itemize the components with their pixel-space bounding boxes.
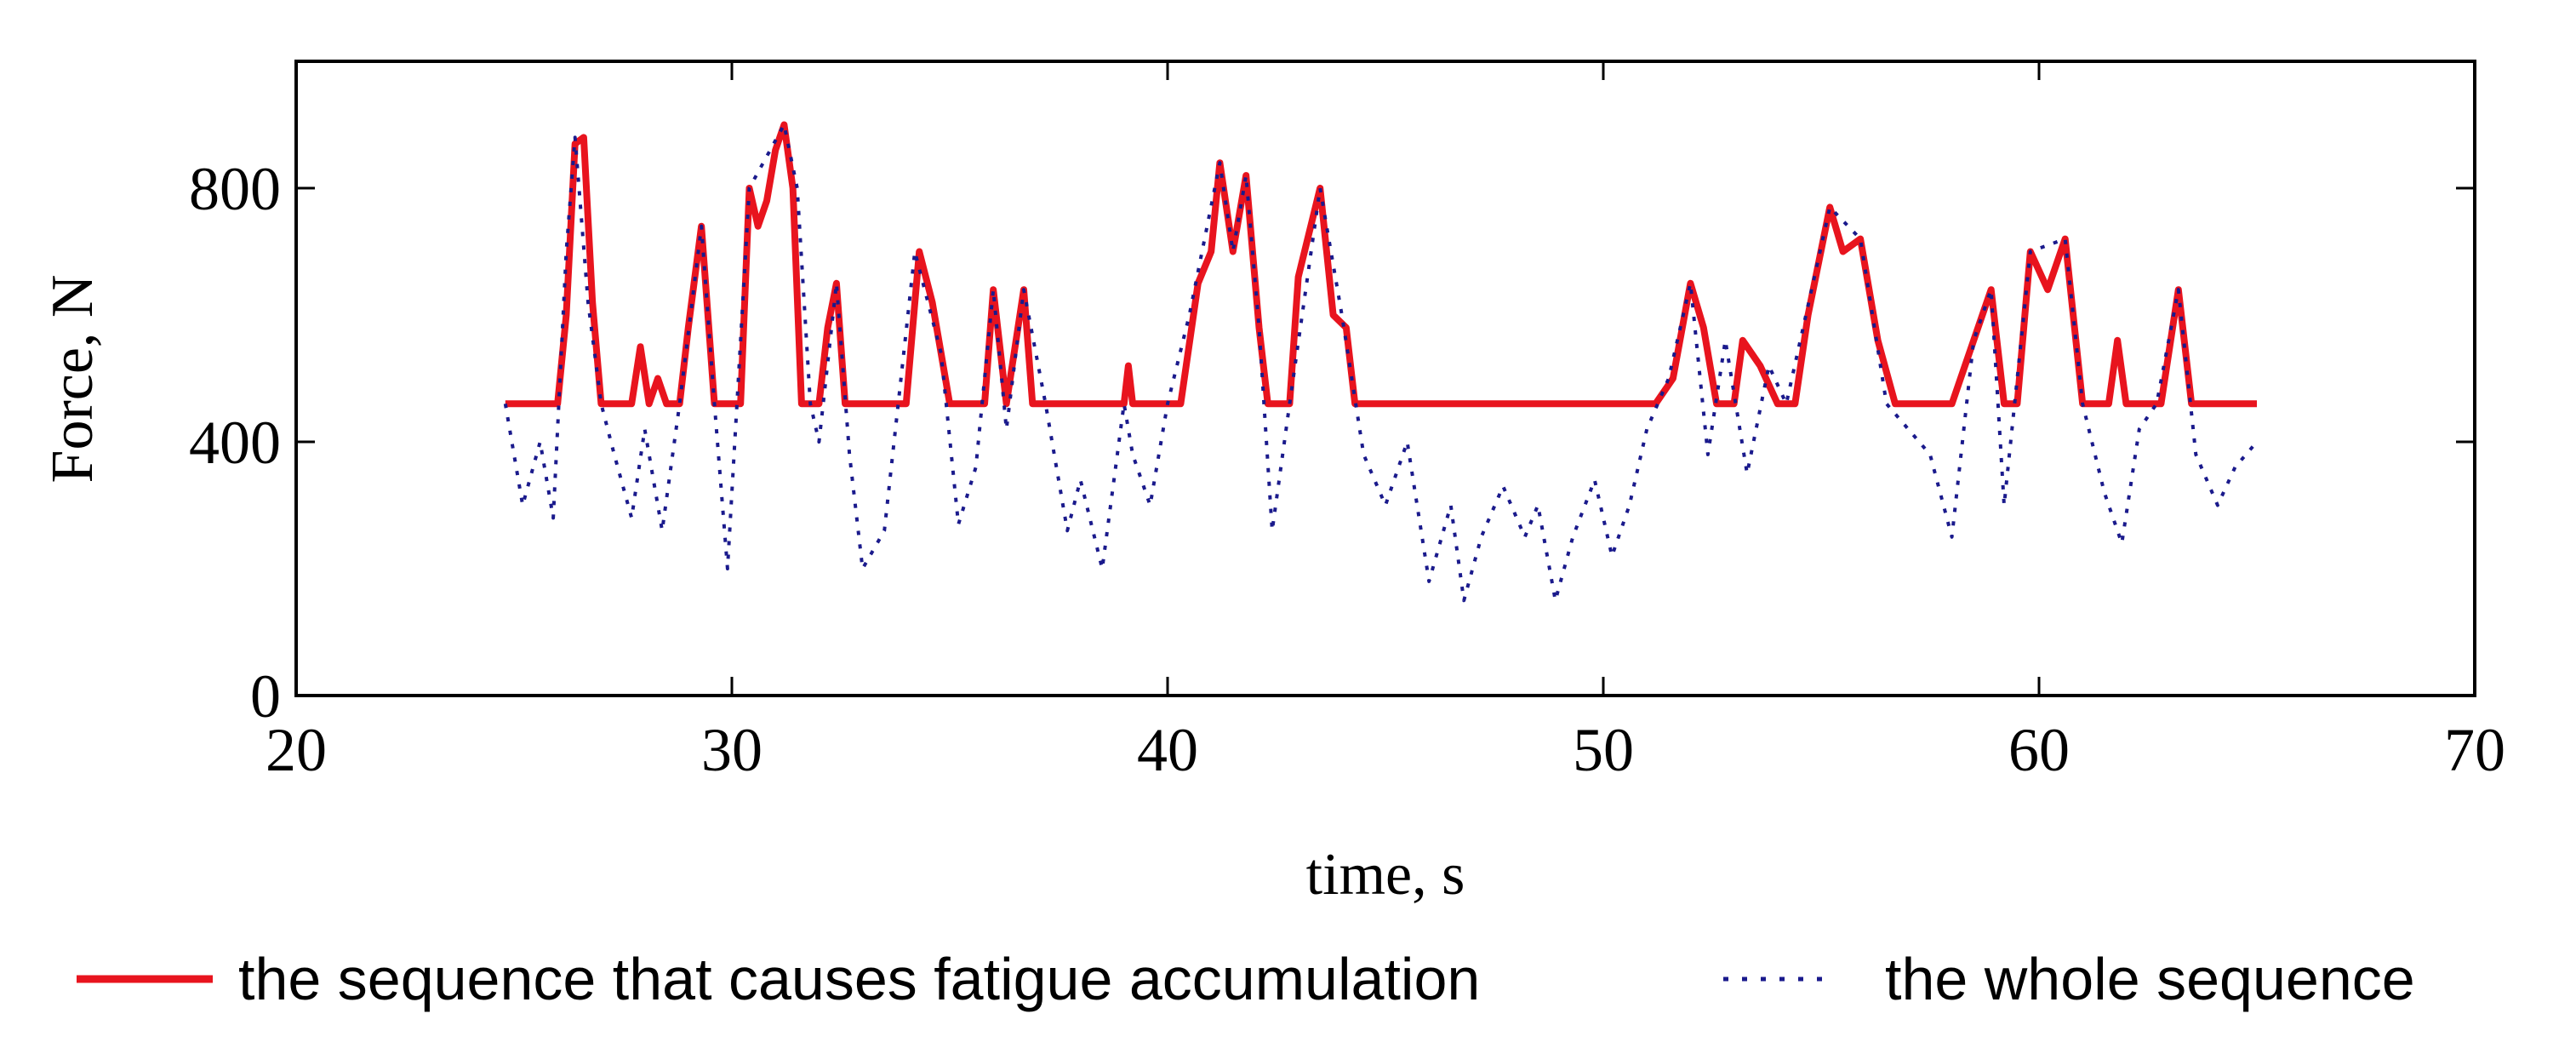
plot-frame: [294, 60, 2476, 697]
x-tick-label: 30: [701, 716, 763, 784]
series-line-fatigue: [505, 121, 2257, 408]
x-tick-label: 20: [266, 716, 327, 784]
legend-label-whole: the whole sequence: [1885, 946, 2415, 1012]
x-tick-label: 60: [2008, 716, 2070, 784]
y-tick-label: 800: [189, 155, 281, 223]
series-layer: [503, 121, 2259, 603]
x-axis-label: time, s: [1306, 842, 1465, 908]
y-tick-label: 400: [189, 409, 281, 477]
x-tick-label: 40: [1137, 716, 1198, 784]
x-tick-label: 70: [2444, 716, 2505, 784]
series-line-whole: [503, 123, 2259, 603]
x-tick-label: 50: [1573, 716, 1634, 784]
axis-ticks: [294, 61, 2476, 697]
legend: the sequence that causes fatigue accumul…: [77, 946, 2415, 1012]
legend-label-fatigue: the sequence that causes fatigue accumul…: [238, 946, 1480, 1012]
y-tick-label: 0: [250, 662, 281, 730]
tick-labels: 20 30 40 50 60 70 0 400 800: [189, 155, 2505, 784]
y-axis-label: Force, N: [40, 275, 106, 484]
